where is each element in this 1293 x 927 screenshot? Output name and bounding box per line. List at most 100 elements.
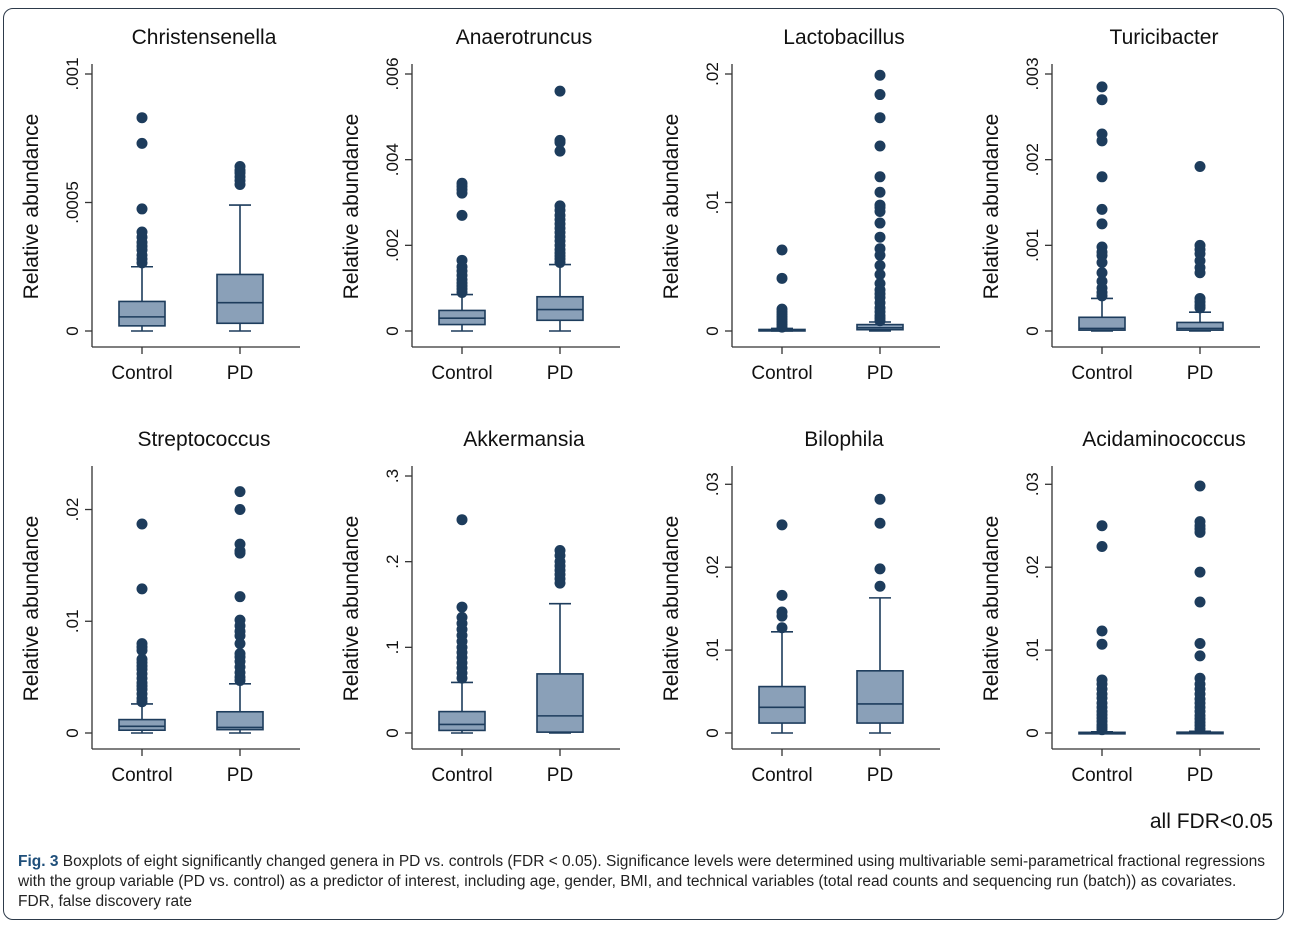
x-tick-label: PD <box>1187 765 1213 786</box>
outlier-point <box>874 249 886 261</box>
outlier-point <box>776 321 788 333</box>
outlier-point <box>1194 480 1206 492</box>
box-pd <box>536 85 584 332</box>
outlier-point <box>1096 520 1108 532</box>
outlier-point <box>776 589 788 601</box>
outlier-point <box>456 601 468 613</box>
box-pd <box>856 69 904 332</box>
outlier-point <box>456 514 468 526</box>
figure-frame <box>3 8 1284 920</box>
y-tick-label: .3 <box>383 469 402 483</box>
box-control <box>438 514 486 734</box>
y-axis-label: Relative abundance <box>340 114 363 300</box>
y-tick-label: .0005 <box>63 181 82 224</box>
panel-title: Christensenella <box>132 26 277 49</box>
outlier-point <box>1194 302 1206 314</box>
outlier-point <box>234 486 246 498</box>
x-tick-label: Control <box>1071 363 1132 384</box>
boxplot-akkermansia: Akkermansia Relative abundance 0 .1 .2 .3 Cont… <box>340 428 620 786</box>
box-control <box>1078 520 1126 736</box>
y-tick-label: .003 <box>1023 57 1042 90</box>
y-tick-label: .004 <box>383 143 402 176</box>
x-tick-label: Control <box>1071 765 1132 786</box>
box-pd <box>536 545 584 734</box>
outlier-point <box>874 580 886 592</box>
panel-title: Anaerotruncus <box>456 26 593 49</box>
box-pd <box>216 161 264 332</box>
box-control <box>758 519 806 734</box>
y-tick-label: .03 <box>703 472 722 496</box>
outlier-point <box>1096 218 1108 230</box>
panel-title: Acidaminococcus <box>1082 428 1245 451</box>
outlier-point <box>1194 526 1206 538</box>
outlier-point <box>136 518 148 530</box>
outlier-point <box>136 257 148 269</box>
y-tick-label: .03 <box>1023 472 1042 496</box>
outlier-point <box>136 137 148 149</box>
outlier-point <box>234 179 246 191</box>
outlier-point <box>136 112 148 124</box>
outlier-point <box>874 259 886 271</box>
panel-title: Akkermansia <box>463 428 585 451</box>
x-tick-label: PD <box>227 765 253 786</box>
y-tick-label: .1 <box>383 640 402 654</box>
outlier-point <box>234 591 246 603</box>
outlier-point <box>1194 637 1206 649</box>
y-tick-label: 0 <box>703 728 722 737</box>
outlier-point <box>456 286 468 298</box>
y-axis-label: Relative abundance <box>660 114 683 300</box>
outlier-point <box>1194 596 1206 608</box>
y-tick-label: 0 <box>1023 326 1042 335</box>
outlier-point <box>1096 724 1108 736</box>
outlier-point <box>456 187 468 199</box>
y-tick-label: .02 <box>63 498 82 522</box>
y-tick-label: .01 <box>703 191 722 215</box>
outlier-point <box>874 517 886 529</box>
outlier-point <box>1096 638 1108 650</box>
iqr-box <box>536 673 584 733</box>
outlier-point <box>1096 94 1108 106</box>
caption-text: Boxplots of eight significantly changed … <box>18 853 1266 910</box>
y-tick-label: 0 <box>383 326 402 335</box>
x-tick-label: PD <box>867 363 893 384</box>
y-tick-label: .02 <box>1023 555 1042 579</box>
fdr-footnote: all FDR<0.05 <box>1149 810 1273 833</box>
outlier-point <box>1194 650 1206 662</box>
x-tick-label: Control <box>751 765 812 786</box>
y-tick-label: 0 <box>63 326 82 335</box>
box-pd <box>1176 480 1224 735</box>
y-tick-label: .002 <box>1023 143 1042 176</box>
outlier-point <box>1096 203 1108 215</box>
y-tick-label: .02 <box>703 62 722 86</box>
boxplot-bilophila: Bilophila Relative abundance 0 .01 .02 .03 Con… <box>660 428 940 786</box>
figure-label: Fig. 3 <box>18 853 59 870</box>
outlier-point <box>874 112 886 124</box>
box-control <box>438 177 486 332</box>
panel-title: Bilophila <box>804 428 884 451</box>
y-tick-label: .01 <box>63 609 82 633</box>
boxplot-turicibacter: Turicibacter Relative abundance 0 .001 .002.… <box>980 26 1260 384</box>
box-pd <box>216 486 264 734</box>
y-tick-label: .001 <box>63 57 82 90</box>
outlier-point <box>1194 723 1206 735</box>
y-tick-label: .01 <box>1023 638 1042 662</box>
y-tick-label: .001 <box>1023 229 1042 262</box>
box-control <box>1078 81 1126 332</box>
y-axis-label: Relative abundance <box>20 516 43 702</box>
y-tick-label: 0 <box>1023 728 1042 737</box>
x-tick-label: PD <box>547 363 573 384</box>
outlier-point <box>874 69 886 81</box>
panel-title: Turicibacter <box>1110 26 1219 49</box>
iqr-box <box>1078 316 1126 331</box>
outlier-point <box>554 256 566 268</box>
y-axis-label: Relative abundance <box>20 114 43 300</box>
box-pd <box>856 493 904 734</box>
iqr-box <box>438 710 486 732</box>
iqr-box <box>118 718 166 732</box>
outlier-point <box>874 205 886 217</box>
y-tick-label: 0 <box>383 728 402 737</box>
iqr-box <box>536 295 584 322</box>
y-tick-label: 0 <box>63 728 82 737</box>
outlier-point <box>456 672 468 684</box>
outlier-point <box>874 268 886 280</box>
